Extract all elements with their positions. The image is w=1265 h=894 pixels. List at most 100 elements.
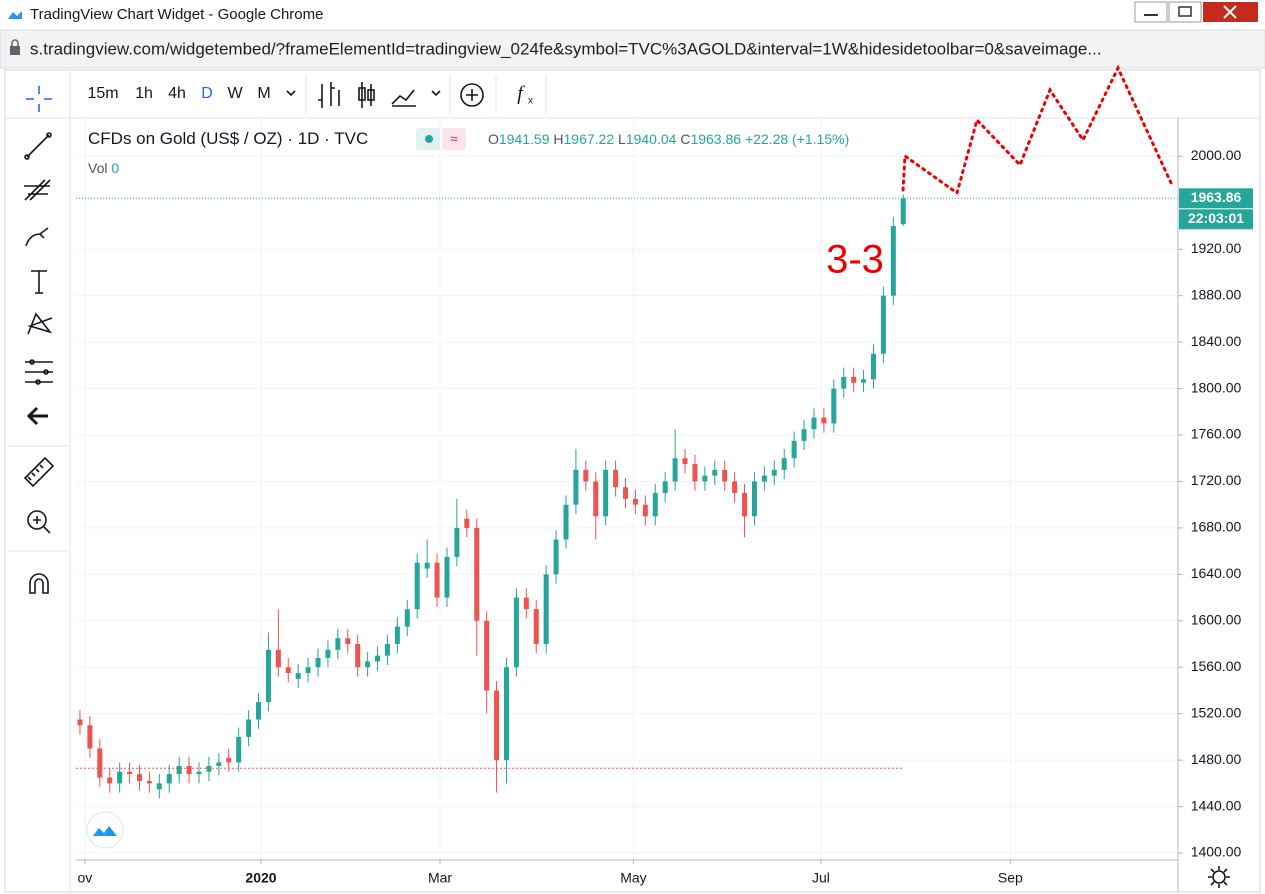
y-tick-label: 1760.00	[1191, 426, 1242, 442]
candle-body	[414, 562, 420, 610]
y-tick-label: 1560.00	[1191, 658, 1242, 674]
annotation[interactable]: 3-3	[826, 238, 884, 282]
candle-body	[454, 527, 460, 557]
candle-body	[444, 556, 450, 598]
x-tick-label: 2020	[245, 870, 276, 886]
candle-body	[285, 667, 291, 674]
candle-body	[206, 765, 212, 772]
candle-body	[861, 379, 867, 383]
plot	[76, 118, 1178, 860]
y-tick-label: 2000.00	[1191, 147, 1242, 163]
candle-body	[831, 388, 837, 424]
countdown-label: 22:03:01	[1188, 210, 1244, 226]
candle-body	[355, 644, 361, 668]
interval-button[interactable]: 4h	[168, 85, 186, 102]
candle-body	[325, 649, 331, 658]
candle-body	[623, 487, 629, 499]
candle-body	[226, 757, 232, 763]
interval-button[interactable]: W	[227, 85, 243, 102]
candle-body	[176, 765, 182, 775]
candle-body	[77, 719, 83, 726]
y-tick-label: 1880.00	[1191, 286, 1242, 302]
interval-buttons[interactable]: 15m 1h 4h D W M	[87, 85, 270, 102]
ohlc-legend: O1941.59 H1967.22 L1940.04 C1963.86 +22.…	[488, 131, 849, 147]
candle-body	[107, 777, 113, 784]
candle-body	[632, 498, 638, 505]
interval-button[interactable]: 15m	[87, 85, 118, 102]
candle-body	[662, 481, 668, 494]
candle-body	[870, 353, 876, 380]
candle-body	[127, 771, 133, 775]
countdown-box	[1179, 209, 1253, 230]
candle-body	[305, 667, 311, 674]
window-title: TradingView Chart Widget - Google Chrome	[30, 6, 323, 23]
candle-body	[404, 609, 410, 627]
y-tick-label: 1640.00	[1191, 565, 1242, 581]
x-tick-label: May	[620, 870, 646, 886]
drawing-tools[interactable]	[23, 86, 55, 594]
candle-body	[256, 702, 262, 720]
candle-body	[821, 417, 827, 424]
candle-body	[771, 469, 777, 476]
candle-body	[563, 504, 569, 540]
y-tick-label: 1840.00	[1191, 333, 1242, 349]
candle-body	[722, 469, 728, 482]
y-tick-label: 1600.00	[1191, 611, 1242, 627]
logo[interactable]	[86, 811, 124, 849]
candle-body	[484, 620, 490, 691]
candle-body	[295, 673, 301, 679]
candle-body	[87, 725, 93, 749]
candle-body	[682, 458, 688, 465]
candle-body	[275, 649, 281, 668]
candle-body	[494, 690, 500, 761]
y-tick-label: 1720.00	[1191, 472, 1242, 488]
candle-body	[434, 562, 440, 598]
area-icon[interactable]	[391, 89, 416, 107]
candle-body	[543, 574, 549, 645]
bars-icon[interactable]	[318, 82, 340, 108]
favicon	[8, 11, 22, 19]
candle-body	[156, 783, 162, 790]
candle-body	[751, 481, 757, 517]
interval-button[interactable]: D	[201, 85, 213, 102]
candle-body	[375, 655, 381, 662]
candle-body	[880, 295, 886, 354]
last-price-box	[1179, 188, 1253, 209]
fx-button[interactable]: x	[528, 96, 533, 107]
candle-body	[503, 667, 509, 761]
candle-body	[315, 657, 321, 668]
lock-icon	[10, 39, 20, 55]
candle-body	[97, 748, 103, 778]
add-indicator[interactable]	[460, 83, 484, 107]
title-bar	[0, 0, 1265, 30]
y-tick-label: 1800.00	[1191, 379, 1242, 395]
candles-icon[interactable]	[358, 82, 375, 108]
candle-body	[742, 493, 748, 517]
status-dot	[425, 135, 433, 143]
dropdown[interactable]	[286, 90, 296, 97]
logo-mark	[93, 826, 117, 836]
x-tick-label: Mar	[428, 870, 452, 886]
candle-body	[652, 493, 658, 517]
candle-body	[216, 762, 222, 766]
interval-button[interactable]: 1h	[135, 85, 153, 102]
window-buttons[interactable]	[1134, 1, 1258, 23]
candle-body	[761, 475, 767, 482]
candle-body	[117, 771, 123, 784]
address-bar[interactable]	[0, 29, 1265, 69]
candle-body	[384, 644, 390, 656]
candle-body	[811, 417, 817, 430]
candle-body	[791, 440, 797, 459]
dropdown[interactable]	[431, 90, 441, 97]
candle-body	[186, 765, 192, 775]
candle-body	[672, 458, 678, 482]
zigzag-drawing[interactable]	[901, 64, 1174, 196]
legend-title: CFDs on Gold (US$ / OZ) · 1D · TVC	[88, 129, 368, 148]
interval-button[interactable]: M	[257, 85, 270, 102]
settings-icon[interactable]	[1208, 866, 1230, 888]
candle-body	[732, 481, 738, 494]
candle-body	[394, 626, 400, 645]
fx-button[interactable]: f	[517, 83, 525, 105]
candle-body	[801, 429, 807, 441]
